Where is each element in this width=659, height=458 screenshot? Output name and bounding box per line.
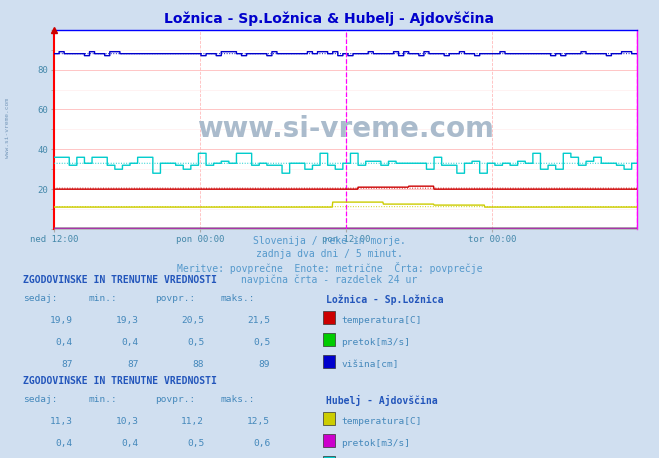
Text: ZGODOVINSKE IN TRENUTNE VREDNOSTI: ZGODOVINSKE IN TRENUTNE VREDNOSTI (23, 376, 217, 386)
Text: Slovenija / reke in morje.: Slovenija / reke in morje. (253, 236, 406, 246)
Text: 0,5: 0,5 (253, 338, 270, 347)
Text: višina[cm]: višina[cm] (341, 360, 399, 369)
Text: sedaj:: sedaj: (23, 294, 57, 303)
Text: 12,5: 12,5 (247, 417, 270, 426)
Text: povpr.:: povpr.: (155, 395, 195, 404)
Text: min.:: min.: (89, 294, 118, 303)
Text: 0,4: 0,4 (121, 439, 138, 448)
Text: 10,3: 10,3 (115, 417, 138, 426)
Text: 0,5: 0,5 (187, 439, 204, 448)
Text: Ložnica - Sp.Ložnica & Hubelj - Ajdovščina: Ložnica - Sp.Ložnica & Hubelj - Ajdovšči… (165, 11, 494, 26)
Text: 19,3: 19,3 (115, 316, 138, 325)
Text: 20,5: 20,5 (181, 316, 204, 325)
Text: 0,6: 0,6 (253, 439, 270, 448)
Text: 11,3: 11,3 (49, 417, 72, 426)
Text: www.si-vreme.com: www.si-vreme.com (5, 98, 11, 158)
Text: Ložnica - Sp.Ložnica: Ložnica - Sp.Ložnica (326, 294, 444, 305)
Text: pretok[m3/s]: pretok[m3/s] (341, 439, 411, 448)
Text: Hubelj - Ajdovščina: Hubelj - Ajdovščina (326, 395, 438, 406)
Text: 11,2: 11,2 (181, 417, 204, 426)
Text: 88: 88 (193, 360, 204, 369)
Text: maks.:: maks.: (221, 395, 255, 404)
Text: 0,4: 0,4 (121, 338, 138, 347)
Text: navpična črta - razdelek 24 ur: navpična črta - razdelek 24 ur (241, 275, 418, 285)
Text: 87: 87 (127, 360, 138, 369)
Text: 21,5: 21,5 (247, 316, 270, 325)
Text: povpr.:: povpr.: (155, 294, 195, 303)
Text: www.si-vreme.com: www.si-vreme.com (197, 115, 494, 143)
Text: 87: 87 (61, 360, 72, 369)
Text: 0,4: 0,4 (55, 338, 72, 347)
Text: maks.:: maks.: (221, 294, 255, 303)
Text: zadnja dva dni / 5 minut.: zadnja dva dni / 5 minut. (256, 249, 403, 259)
Text: sedaj:: sedaj: (23, 395, 57, 404)
Text: Meritve: povprečne  Enote: metrične  Črta: povprečje: Meritve: povprečne Enote: metrične Črta:… (177, 262, 482, 274)
Text: pretok[m3/s]: pretok[m3/s] (341, 338, 411, 347)
Text: temperatura[C]: temperatura[C] (341, 417, 422, 426)
Text: 0,5: 0,5 (187, 338, 204, 347)
Text: ZGODOVINSKE IN TRENUTNE VREDNOSTI: ZGODOVINSKE IN TRENUTNE VREDNOSTI (23, 275, 217, 285)
Text: temperatura[C]: temperatura[C] (341, 316, 422, 325)
Text: 89: 89 (259, 360, 270, 369)
Text: 19,9: 19,9 (49, 316, 72, 325)
Text: 0,4: 0,4 (55, 439, 72, 448)
Text: min.:: min.: (89, 395, 118, 404)
